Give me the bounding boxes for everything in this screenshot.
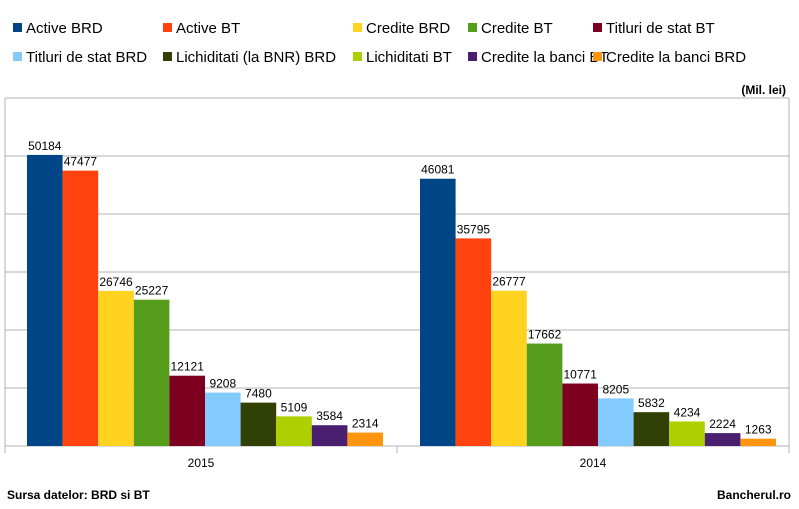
bar [740,438,776,446]
legend-swatch [593,52,602,61]
legend-label: Credite la banci BT [481,49,609,66]
data-label: 2314 [352,417,379,431]
data-label: 7480 [245,387,272,401]
bar [633,412,670,446]
bar [562,383,598,446]
legend-swatch [468,52,477,61]
data-label: 3584 [316,409,343,423]
legend-swatch [13,23,22,32]
bar [311,425,348,446]
data-label: 2224 [709,417,736,431]
data-label: 5832 [638,396,665,410]
legend-swatch [163,52,172,61]
bar [704,433,741,446]
data-label: 47477 [64,155,98,169]
bar [98,290,134,446]
bar [491,290,527,446]
data-label: 12121 [171,360,205,374]
legend-label: Credite BRD [366,20,450,37]
data-label: 25227 [135,284,169,298]
data-label: 17662 [528,328,562,342]
data-label: 35795 [457,222,491,236]
legend-label: Credite la banci BRD [606,49,746,66]
bar [455,238,492,446]
brand-label: Bancherul.ro [716,488,791,502]
legend-swatch [353,52,362,61]
legend-label: Titluri de stat BRD [26,49,147,66]
data-label: 9208 [209,377,236,391]
data-label: 26746 [99,275,133,289]
unit-label: (Mil. lei) [741,83,786,97]
bar [133,299,170,446]
bar-chart: Active BRD Active BT Credite BRD Credite BT… [4,20,790,470]
data-label: 46081 [421,163,455,177]
legend-swatch [163,23,172,32]
legend-swatch [468,23,477,32]
data-label: 5109 [281,400,308,414]
bar [205,392,241,446]
legend-swatch [13,52,22,61]
data-label: 10771 [564,368,598,382]
legend-label: Titluri de stat BT [606,20,715,37]
data-label: 26777 [492,275,526,289]
legend-swatch [593,23,602,32]
legend-swatch [353,23,362,32]
x-tick-label: 2014 [580,456,607,470]
legend-label: Active BRD [26,20,103,37]
bar [420,178,456,446]
bar [62,170,99,446]
bar [347,432,383,446]
bar [169,375,205,446]
data-label: 1263 [745,423,772,437]
bar [276,416,312,446]
bar [526,343,563,446]
bar [598,398,634,446]
legend-label: Lichiditati BT [366,49,452,66]
legend-label: Lichiditati (la BNR) BRD [176,49,336,66]
source-note: Sursa datelor: BRD si BT [7,488,150,502]
legend-label: Credite BT [481,20,553,37]
legend-label: Active BT [176,20,240,37]
x-tick-label: 2015 [188,456,215,470]
data-label: 8205 [602,382,629,396]
bar [240,402,277,446]
bar [27,154,63,446]
data-label: 50184 [28,139,62,153]
data-label: 4234 [674,405,701,419]
bar [669,421,705,446]
